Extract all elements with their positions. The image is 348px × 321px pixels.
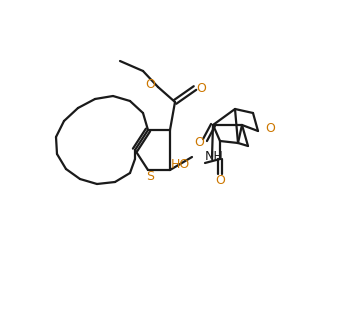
Text: O: O: [194, 135, 204, 149]
Text: NH: NH: [205, 151, 224, 163]
Text: O: O: [145, 77, 155, 91]
Text: O: O: [196, 82, 206, 94]
Text: O: O: [215, 175, 225, 187]
Text: O: O: [265, 122, 275, 134]
Text: HO: HO: [171, 158, 190, 170]
Text: S: S: [146, 170, 154, 184]
